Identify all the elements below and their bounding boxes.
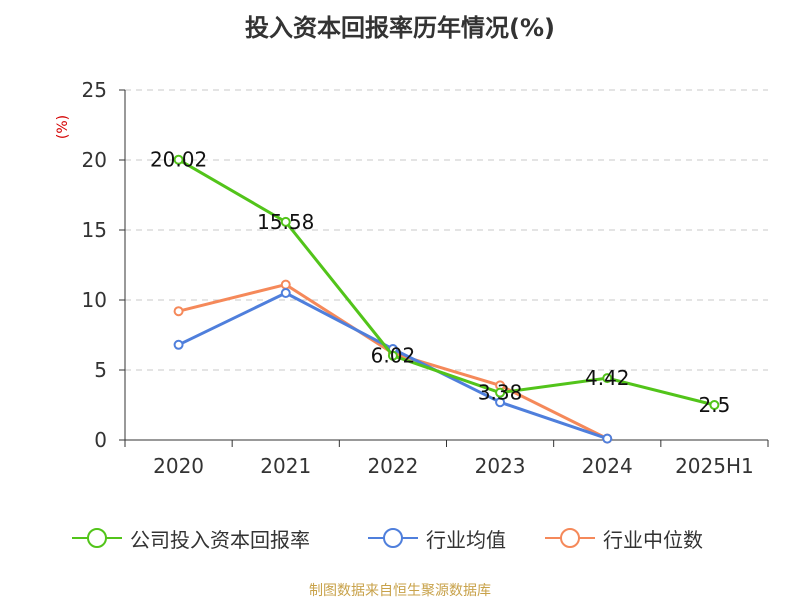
data-point[interactable] bbox=[280, 279, 291, 290]
x-axis-tick-labels: 2020 2021 2022 2023 2024 2025H1 bbox=[153, 454, 754, 478]
y-tick-label: 20 bbox=[82, 148, 107, 172]
y-tick-label: 25 bbox=[82, 78, 107, 102]
y-axis-tick-labels: 0 5 10 15 20 25 bbox=[82, 78, 107, 452]
data-point[interactable] bbox=[709, 400, 720, 410]
data-point[interactable] bbox=[495, 387, 506, 398]
data-label: 20.02 bbox=[150, 148, 207, 172]
x-tick-label: 2024 bbox=[582, 454, 633, 478]
data-source-note: 制图数据来自恒生聚源数据库 bbox=[309, 583, 491, 599]
axes bbox=[119, 89, 769, 447]
legend: 公司投入资本回报率 行业均值 行业中位数 bbox=[0, 518, 800, 558]
x-tick-label: 2023 bbox=[475, 454, 526, 478]
legend-marker-industry-median bbox=[545, 528, 595, 548]
data-point[interactable] bbox=[280, 288, 291, 298]
data-point[interactable] bbox=[173, 339, 184, 350]
data-point[interactable] bbox=[602, 373, 613, 384]
data-label: 2.5 bbox=[699, 393, 731, 417]
series-lines bbox=[173, 154, 720, 444]
data-point[interactable] bbox=[495, 397, 506, 408]
x-tick-label: 2021 bbox=[260, 454, 311, 478]
data-point[interactable] bbox=[280, 216, 291, 227]
legend-marker-company bbox=[72, 528, 122, 548]
chart-title: 投入资本回报率历年情况(%) bbox=[245, 14, 555, 42]
y-tick-label: 0 bbox=[94, 428, 107, 452]
legend-marker-industry-mean bbox=[368, 528, 418, 548]
grid-lines bbox=[125, 89, 768, 371]
legend-item-company[interactable]: 公司投入资本回报率 bbox=[72, 518, 310, 558]
data-label: 15.58 bbox=[257, 210, 314, 234]
data-point[interactable] bbox=[173, 306, 184, 317]
legend-label-company: 公司投入资本回报率 bbox=[130, 527, 310, 552]
y-axis-label: (%) bbox=[55, 115, 71, 139]
legend-item-industry-mean[interactable]: 行业均值 bbox=[368, 518, 506, 558]
data-labels: 20.02 15.58 6.02 3.38 4.42 2.5 bbox=[150, 148, 730, 417]
y-tick-label: 15 bbox=[82, 218, 107, 242]
data-label: 4.42 bbox=[585, 366, 630, 390]
data-point[interactable] bbox=[602, 433, 613, 444]
legend-label-industry-mean: 行业均值 bbox=[426, 527, 506, 552]
data-point[interactable] bbox=[173, 154, 184, 165]
data-point[interactable] bbox=[387, 350, 398, 361]
legend-label-industry-median: 行业中位数 bbox=[603, 527, 703, 552]
data-label: 6.02 bbox=[371, 344, 416, 368]
data-label: 3.38 bbox=[478, 381, 523, 405]
x-tick-label: 2020 bbox=[153, 454, 204, 478]
x-tick-label: 2022 bbox=[367, 454, 418, 478]
line-chart: 0 5 10 15 20 25 2020 2021 2022 2023 2024 2025H1 (%… bbox=[55, 78, 769, 478]
y-tick-label: 10 bbox=[82, 288, 107, 312]
x-tick-label: 2025H1 bbox=[675, 454, 754, 478]
legend-item-industry-median[interactable]: 行业中位数 bbox=[545, 518, 703, 558]
series-line bbox=[177, 158, 715, 407]
y-tick-label: 5 bbox=[94, 358, 107, 382]
